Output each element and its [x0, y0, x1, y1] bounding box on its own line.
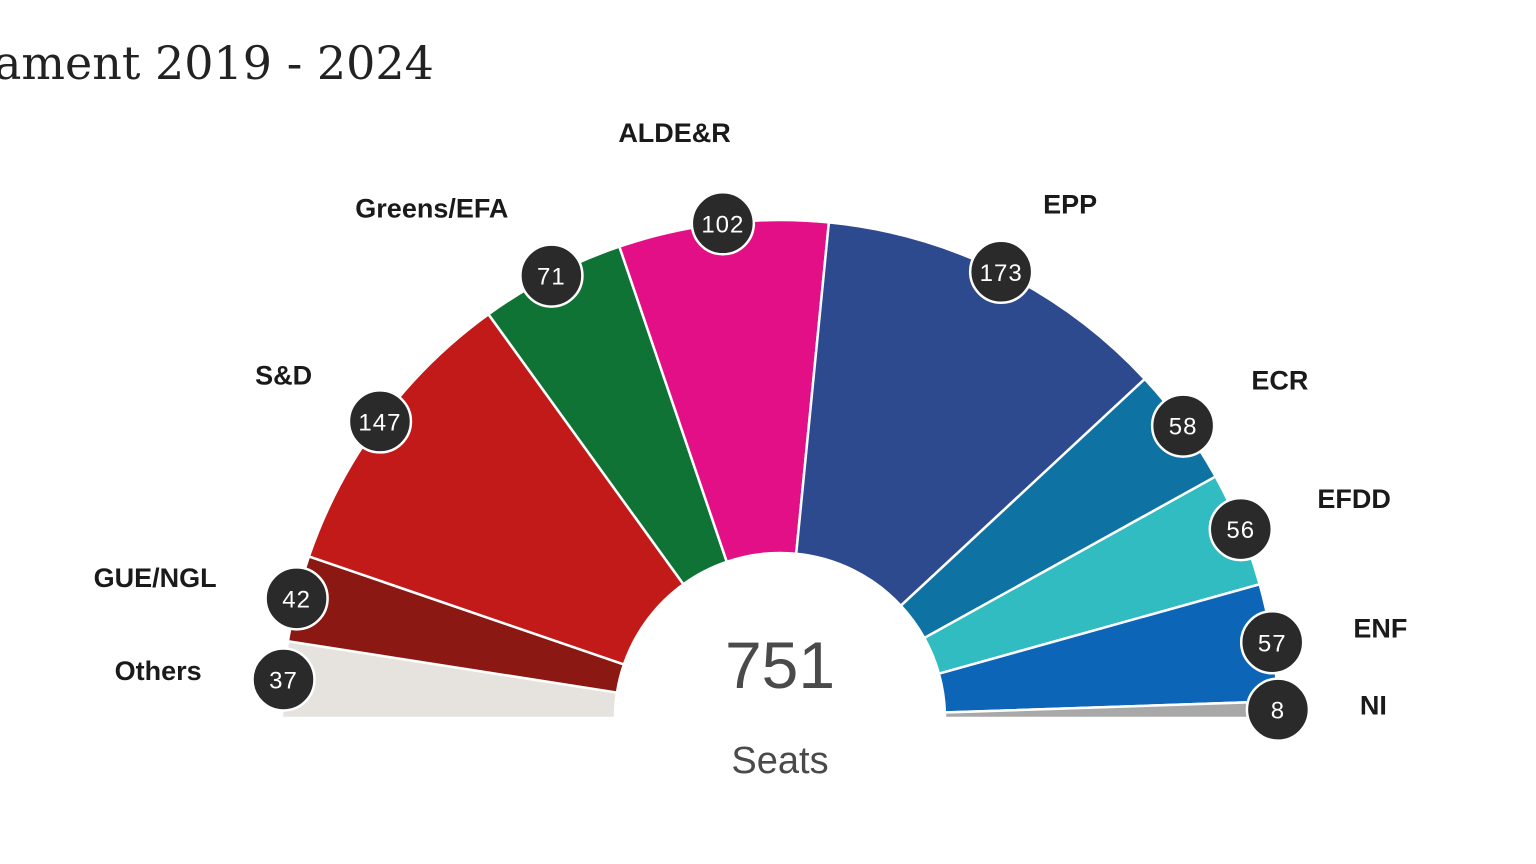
seat-count-ecr: 58 — [1169, 414, 1198, 441]
seat-badge-circle — [968, 239, 1034, 305]
seat-badge-circle — [1208, 496, 1274, 562]
slices-group — [280, 218, 1280, 720]
seat-badge-others: 37 — [251, 647, 316, 712]
seat-badge-gue-ngl: 42 — [264, 566, 329, 631]
slice-alde-and-r — [617, 218, 831, 564]
seat-badge-circle — [347, 389, 413, 454]
badges-group: 37 42 147 71 102 173 58 56 57 8 — [251, 191, 1311, 742]
seat-badge-s-and-d: 147 — [347, 389, 413, 454]
seat-badge-circle — [1245, 677, 1311, 742]
seat-badge-ecr: 58 — [1150, 393, 1216, 458]
seat-count-efdd: 56 — [1226, 517, 1255, 544]
seats-unit-label: Seats — [731, 740, 828, 782]
seat-count-ni: 8 — [1271, 698, 1285, 725]
seat-count-alde-and-r: 102 — [701, 211, 744, 238]
labels-group: Others GUE/NGL S&D Greens/EFA ALDE&R EPP ECR EF… — [94, 118, 1408, 721]
party-label-s-and-d: S&D — [255, 361, 312, 391]
seat-count-others: 37 — [269, 667, 298, 694]
seat-count-gue-ngl: 42 — [282, 586, 311, 613]
slice-epp — [794, 221, 1147, 608]
party-label-ni: NI — [1360, 690, 1387, 720]
seat-count-greens-efa: 71 — [537, 264, 566, 291]
seat-badge-circle — [519, 243, 584, 308]
seat-badge-efdd: 56 — [1208, 496, 1274, 562]
seat-badge-circle — [251, 647, 316, 712]
seat-badge-circle — [264, 566, 329, 631]
seat-badge-ni: 8 — [1245, 677, 1311, 742]
seat-badge-circle — [1239, 610, 1305, 675]
total-seats-count: 751 — [725, 628, 835, 702]
seat-badge-circle — [1150, 393, 1216, 458]
seat-badge-circle — [690, 191, 756, 256]
seat-count-s-and-d: 147 — [358, 409, 401, 436]
chart-title: ament 2019 - 2024 — [0, 36, 434, 90]
party-label-enf: ENF — [1353, 613, 1407, 643]
party-label-epp: EPP — [1043, 189, 1097, 219]
party-label-alde-and-r: ALDE&R — [618, 118, 731, 148]
seat-badge-alde-and-r: 102 — [690, 191, 756, 256]
party-label-others: Others — [115, 656, 202, 686]
party-label-greens-efa: Greens/EFA — [355, 194, 508, 224]
seat-count-epp: 173 — [980, 260, 1023, 287]
seat-badge-epp: 173 — [968, 239, 1034, 305]
party-label-gue-ngl: GUE/NGL — [94, 563, 217, 593]
party-label-efdd: EFDD — [1317, 484, 1391, 514]
party-label-ecr: ECR — [1251, 365, 1308, 395]
seat-badge-enf: 57 — [1239, 610, 1305, 675]
seat-badge-greens-efa: 71 — [519, 243, 584, 308]
seat-count-enf: 57 — [1258, 630, 1287, 657]
